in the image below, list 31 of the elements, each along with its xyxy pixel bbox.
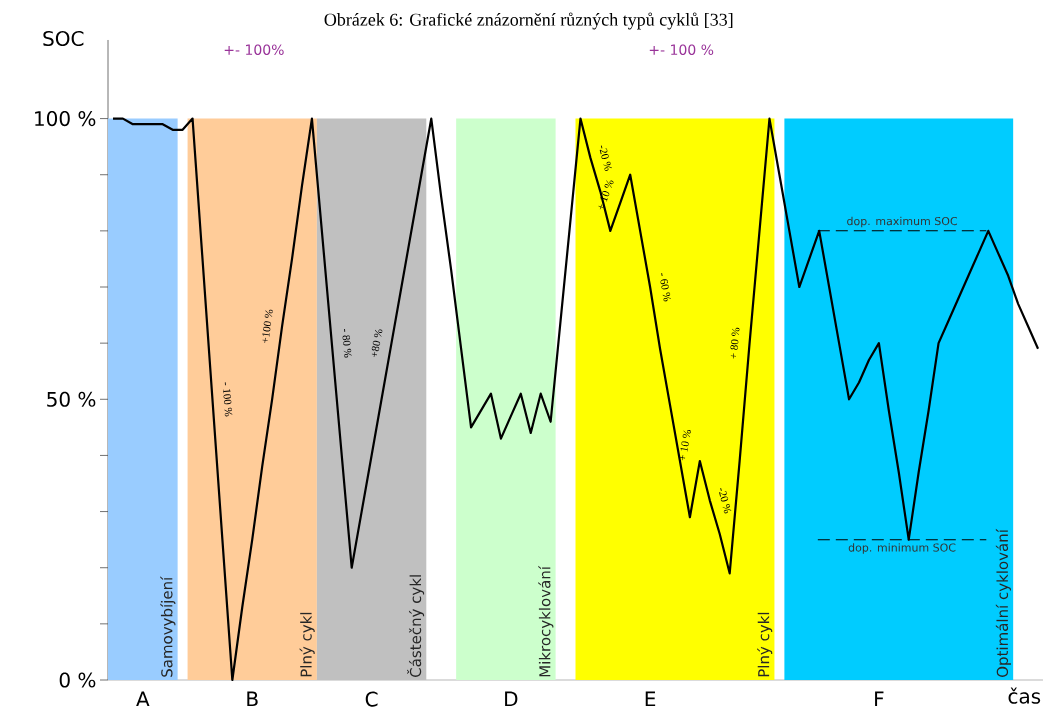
x-axis-title: čas [1008,687,1041,704]
chart-title: Obrázek 6: Grafické znázornění různých typů cyklů [33] [324,12,733,30]
ref-line-label: dop. maximum SOC [847,216,958,228]
annotation: -20 % [719,488,732,514]
annotation: +- 100% [224,44,284,55]
annotation: +- 100 % [649,44,714,55]
y-tick-label: 50 % [47,391,96,407]
annotation: Částečný cykl [407,575,425,677]
annotation: - 80 % [342,329,352,358]
annotation: + 80 % [730,327,740,359]
annotation: Optimální cyklování [995,528,1011,677]
x-tick-label: E [645,691,656,707]
x-tick-label: A [136,691,150,707]
annotation: Samovybíjení [160,576,176,677]
y-axis-title: SOC [43,30,84,47]
x-tick-label: F [875,691,884,707]
ref-line-label: dop. minimum SOC [848,543,956,554]
x-tick-label: B [247,691,258,707]
annotation: Plný cykl [299,612,315,677]
x-tick-label: D [505,691,518,707]
annotation: +100 % [262,309,273,343]
annotation: - 100 % [223,382,233,417]
annotation: Mikrocyklování [538,565,554,677]
x-tick-label: C [365,691,378,707]
annotation: - 60 % [660,273,672,302]
annotation: + 10 % [679,430,691,461]
y-tick-label: 0 % [59,672,96,688]
annotation: -20 % [599,145,612,171]
y-tick-label: 100 % [35,111,96,127]
annotation: +80 % [371,329,383,357]
annotation: Plný cykl [757,612,773,677]
